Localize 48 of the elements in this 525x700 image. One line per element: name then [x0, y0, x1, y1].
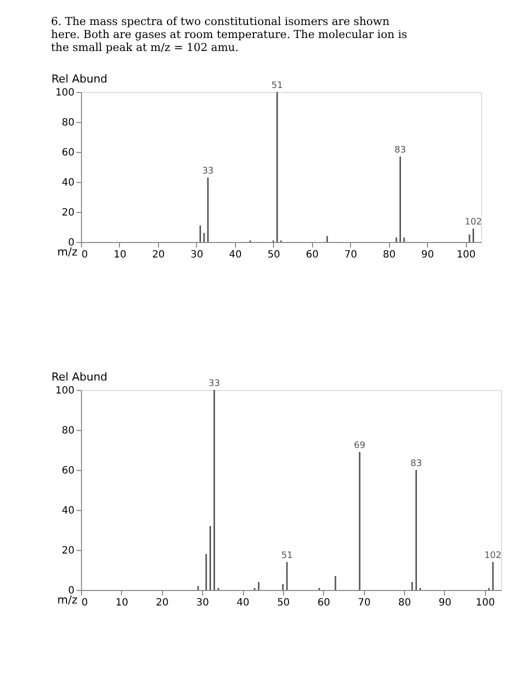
y-axis-title: Rel Abund [52, 370, 108, 384]
y-tick-label: 100 [55, 88, 74, 98]
x-axis-title: m/z [57, 594, 78, 606]
annotation: 33 [208, 379, 220, 389]
y-tick-label: 80 [62, 426, 74, 436]
annotation: 83 [394, 146, 406, 156]
annotation: 33 [202, 166, 214, 176]
y-tick-label: 20 [62, 208, 74, 218]
annotation: 69 [354, 441, 366, 451]
y-tick-label: 100 [55, 386, 74, 396]
x-tick-label: 50 [267, 250, 280, 260]
chart-title: 6. The mass spectra of two constitutional isomers are shown here. Both are gases at room temperature. The molecular ion is the small peak at m/z = 102 amu. [51, 15, 408, 54]
x-axis-title: m/z [57, 246, 78, 258]
x-tick-label: 10 [114, 250, 126, 260]
annotation: 102 [464, 218, 482, 228]
y-tick-label: 60 [62, 148, 74, 158]
y-tick-label: 0 [68, 238, 74, 248]
y-tick-label: 20 [62, 546, 74, 556]
x-tick-label: 70 [344, 250, 358, 260]
annotation: 51 [281, 551, 293, 561]
x-tick-label: 20 [152, 250, 165, 260]
x-tick-label: 60 [306, 250, 319, 260]
x-tick-label: 20 [156, 598, 169, 608]
x-tick-label: 0 [82, 598, 88, 608]
x-tick-label: 90 [421, 250, 434, 260]
x-tick-label: 0 [82, 250, 88, 260]
y-tick-label: 40 [62, 178, 74, 188]
y-tick-label: 80 [62, 118, 74, 128]
x-tick-label: 30 [190, 250, 204, 260]
x-tick-label: 80 [382, 250, 396, 260]
y-axis-title: Rel Abund [52, 72, 108, 86]
y-tick-label: 40 [62, 506, 74, 516]
x-tick-label: 50 [277, 598, 290, 608]
x-tick-label: 40 [236, 598, 250, 608]
x-tick-label: 90 [438, 598, 452, 608]
annotation: 102 [484, 551, 502, 561]
x-tick-label: 40 [228, 250, 242, 260]
x-tick-label: 30 [196, 598, 210, 608]
x-tick-label: 80 [398, 598, 411, 608]
annotation: 83 [410, 459, 422, 469]
x-tick-label: 10 [116, 598, 128, 608]
x-tick-label: 60 [317, 598, 330, 608]
y-tick-label: 0 [68, 586, 74, 596]
x-tick-label: 100 [476, 598, 495, 608]
x-tick-label: 70 [358, 598, 371, 608]
annotation: 51 [271, 81, 283, 91]
y-tick-label: 60 [62, 466, 74, 476]
x-tick-label: 100 [456, 250, 476, 260]
